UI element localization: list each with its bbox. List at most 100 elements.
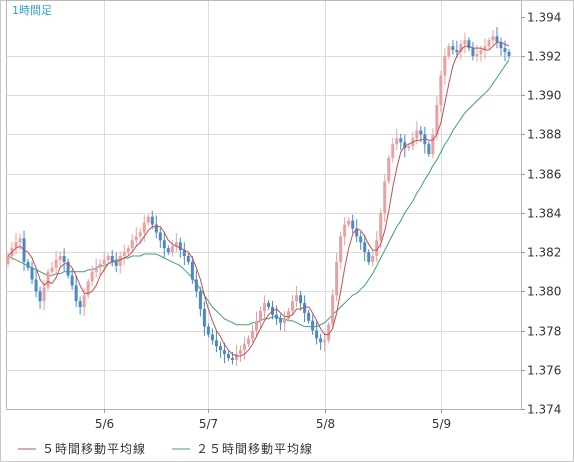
candle-body (483, 46, 487, 51)
candle-body (178, 242, 182, 251)
candle-body (14, 242, 18, 249)
candle-body (319, 338, 323, 343)
candle-body (162, 240, 166, 249)
ma25-layer (7, 59, 510, 328)
candle-body (487, 40, 491, 47)
candle-body (327, 324, 331, 341)
candle-body (34, 279, 38, 292)
candle-body (363, 242, 367, 253)
x-tick-label: 5/6 (95, 417, 114, 431)
candle-body (134, 236, 138, 241)
candle-body (126, 248, 130, 253)
candle-body (130, 240, 134, 249)
candle-body (190, 261, 194, 280)
candle-body (279, 318, 283, 323)
ma5-layer (7, 41, 510, 357)
candle-body (58, 256, 62, 260)
candle-body (86, 281, 90, 296)
candle-body (347, 220, 351, 225)
candle-body (230, 358, 234, 360)
candle-body (214, 340, 218, 347)
candle-body (391, 144, 395, 158)
candle-body (447, 46, 451, 56)
candle-body (194, 279, 198, 292)
candle-body (50, 267, 54, 272)
candle-body (463, 40, 467, 45)
candle-body (154, 224, 158, 233)
candle-body (246, 338, 250, 345)
candle-body (198, 291, 202, 309)
candle-body (287, 310, 291, 319)
y-tick-label: 1.380 (527, 285, 561, 299)
candle-body (455, 50, 459, 52)
candle-body (98, 263, 102, 268)
candle-body (387, 157, 391, 182)
candle-body (371, 256, 375, 262)
candle-body (174, 242, 178, 247)
plot-area (6, 0, 522, 410)
candle-body (503, 48, 507, 52)
candle-body (459, 44, 463, 52)
candle-body (226, 354, 230, 358)
x-tick-label: 5/8 (316, 417, 335, 431)
candle-body (66, 261, 70, 276)
candle-body (182, 250, 186, 256)
candle-body (142, 222, 146, 233)
candle-body (295, 295, 299, 302)
candle-body (475, 53, 479, 56)
candle-body (6, 256, 10, 264)
candle-body (138, 232, 142, 237)
candle-body (367, 252, 371, 262)
candle-body (166, 248, 170, 253)
candle-body (102, 259, 106, 264)
candle-body (395, 138, 399, 145)
ma5-line (7, 41, 510, 357)
candle-body (323, 340, 327, 343)
candle-body (62, 256, 66, 262)
candle-body (435, 104, 439, 135)
candle-body (375, 240, 379, 256)
y-tick-label: 1.384 (527, 207, 561, 221)
candle-body (415, 130, 419, 139)
candle-body (307, 312, 311, 321)
candle-body (495, 36, 499, 43)
candle-body (42, 287, 46, 302)
candle-body (82, 295, 86, 307)
y-tick-label: 1.390 (527, 89, 561, 103)
candle-body (186, 256, 190, 262)
candle-body (283, 318, 287, 323)
candle-body (250, 330, 254, 339)
x-tick-label: 5/7 (199, 417, 218, 431)
candle-body (122, 252, 126, 256)
candle-body (238, 350, 242, 355)
candle-body (234, 354, 238, 360)
candle-body (403, 142, 407, 149)
x-axis-ticks: 5/6 5/7 5/8 5/9 (95, 409, 451, 431)
y-tick-label: 1.386 (527, 168, 561, 182)
candle-body (46, 271, 50, 288)
y-tick-label: 1.376 (527, 364, 561, 378)
y-axis-ticks: 1.394 1.392 1.390 1.388 1.386 1.384 1.382 1.380… (521, 11, 561, 417)
candle-body (399, 138, 403, 143)
candle-body (90, 271, 94, 282)
candle-body (170, 246, 174, 253)
candle-body (202, 308, 206, 327)
candle-body (423, 134, 427, 145)
candle-body (491, 36, 495, 41)
candle-body (383, 181, 387, 213)
candle-body (210, 334, 214, 341)
candle-body (54, 259, 58, 268)
candle-body (303, 303, 307, 313)
candle-body (335, 261, 339, 296)
candle-body (443, 55, 447, 76)
candle-body (158, 232, 162, 241)
candle-body (267, 303, 271, 307)
candle-body (70, 275, 74, 286)
candle-body (78, 301, 82, 307)
candle-body (206, 326, 210, 335)
candle-body (419, 130, 423, 135)
candle-body (26, 261, 30, 268)
chart-title: 1時間足 (12, 4, 52, 17)
y-tick-label: 1.388 (527, 128, 561, 142)
candle-body (467, 40, 471, 49)
